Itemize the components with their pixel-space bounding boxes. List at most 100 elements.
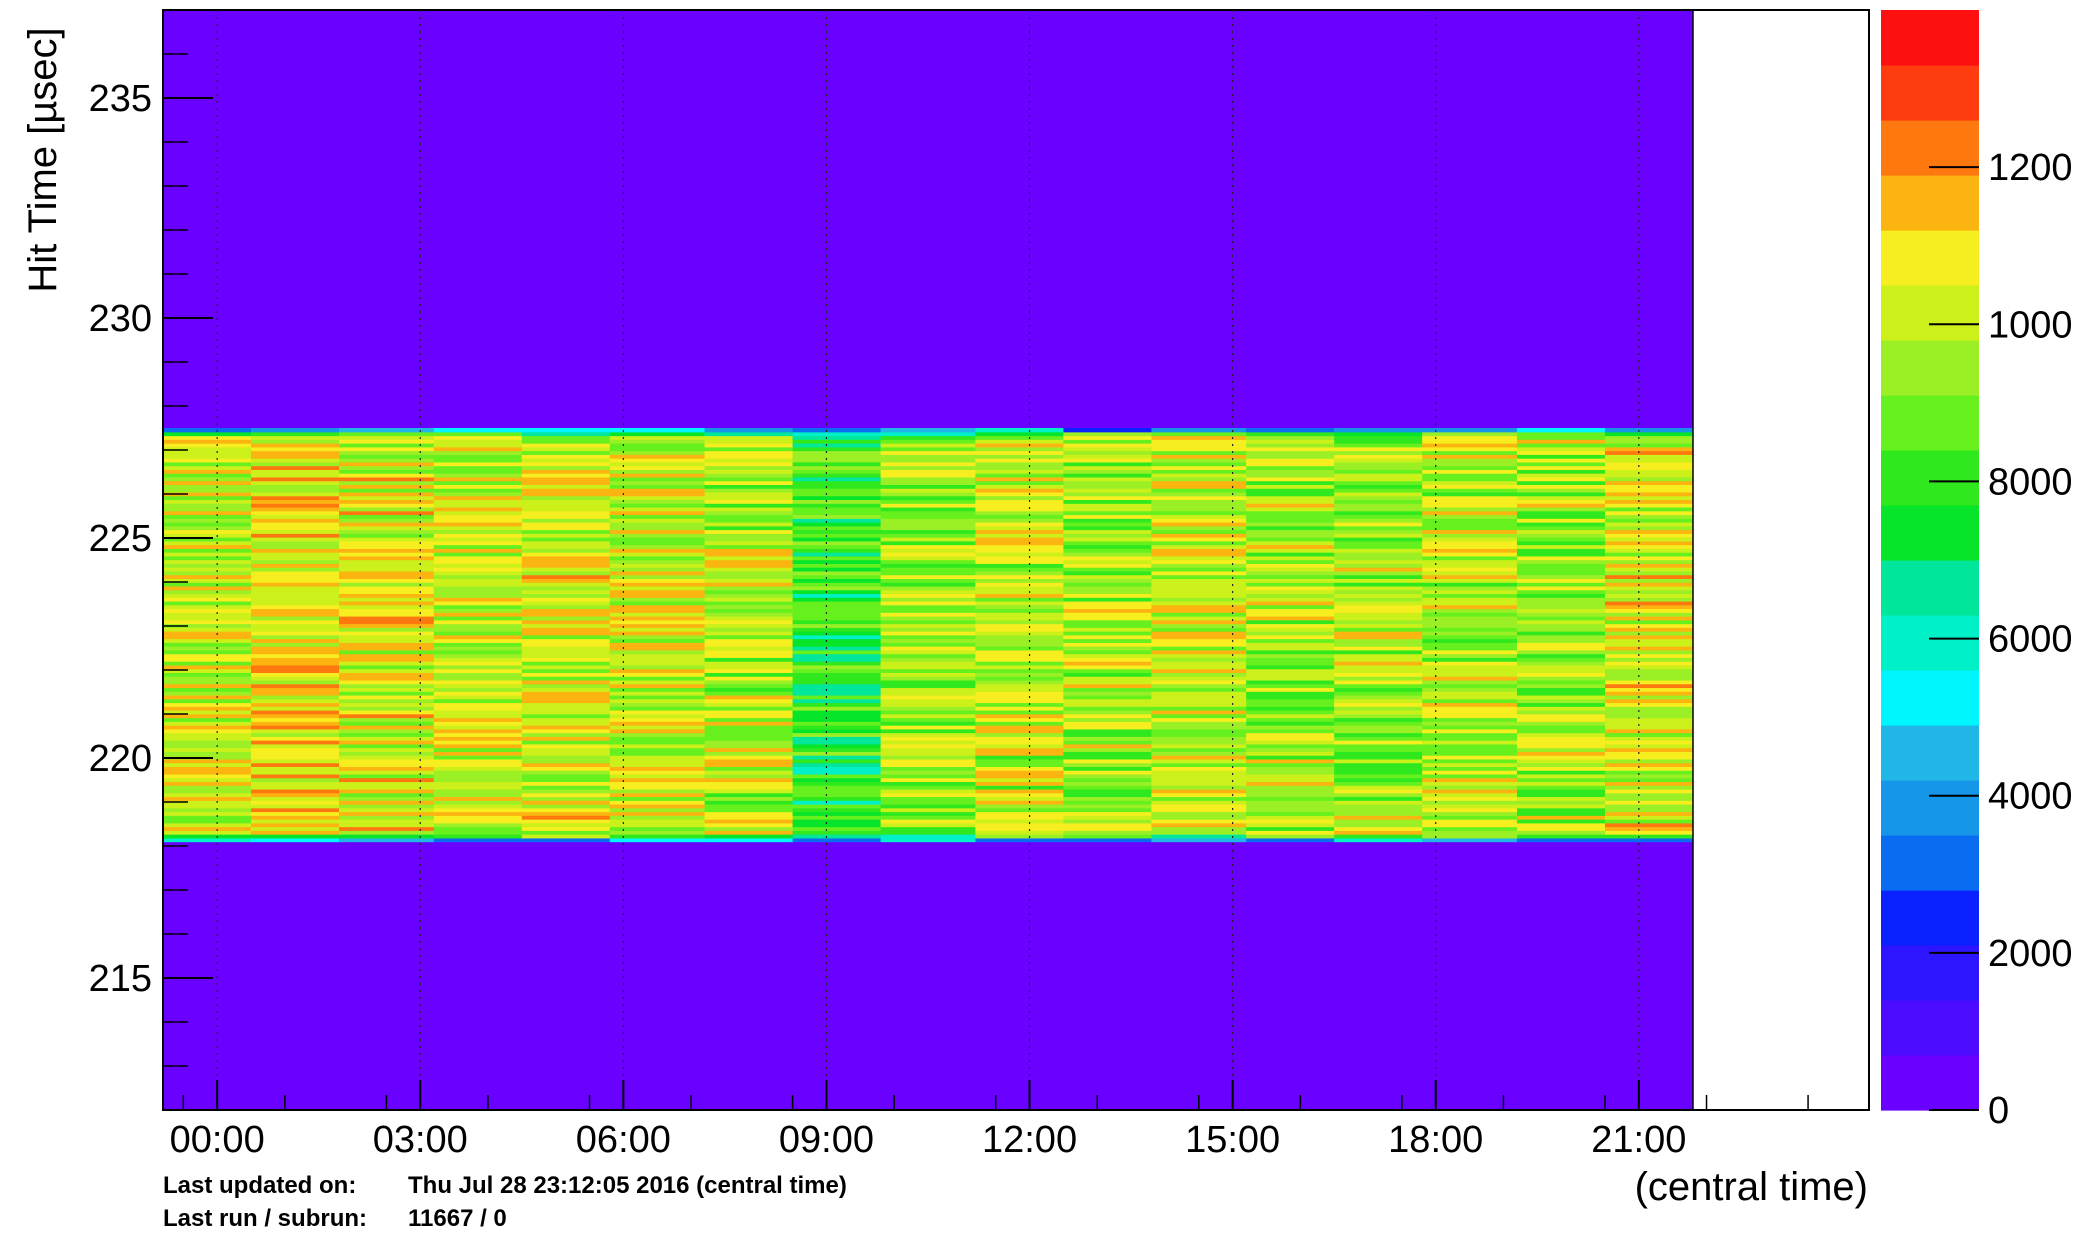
heatmap-cell (880, 616, 976, 621)
heatmap-cell (1422, 694, 1518, 700)
heatmap-cell (1516, 702, 1606, 707)
y-tick-label: 220 (89, 738, 152, 780)
heatmap-cell (521, 619, 611, 625)
heatmap-cell (880, 725, 976, 730)
heatmap-cell (251, 627, 340, 632)
heatmap-cell (880, 826, 976, 831)
heatmap-cell (433, 439, 523, 444)
heatmap-cell (251, 612, 340, 617)
heatmap-cell (975, 664, 1064, 670)
heatmap-cell (1604, 766, 1694, 771)
heatmap-cell (792, 600, 882, 606)
heatmap-cell (521, 694, 611, 700)
heatmap-cell (339, 585, 435, 591)
heatmap-cell (609, 732, 706, 737)
heatmap-cell (1516, 777, 1606, 783)
heatmap-cell (975, 725, 1064, 730)
heatmap-cell (1246, 540, 1335, 546)
heatmap-cell (880, 691, 976, 696)
heatmap-cell (1422, 597, 1518, 602)
heatmap-cell (880, 758, 976, 764)
heatmap-cell (975, 589, 1064, 595)
heatmap-cell (609, 616, 706, 621)
heatmap-cell (1063, 773, 1152, 779)
heatmap-cell (339, 431, 435, 437)
heatmap-cell (433, 506, 523, 512)
heatmap-cell (339, 627, 435, 632)
heatmap-cell (609, 785, 706, 790)
heatmap-cell (1334, 623, 1423, 628)
heatmap-cell (1604, 698, 1694, 704)
heatmap-cell (1334, 691, 1423, 696)
heatmap-cell (433, 770, 523, 775)
heatmap-cell (975, 476, 1064, 482)
heatmap-cell (1334, 510, 1423, 516)
heatmap-cell (880, 533, 976, 538)
color-scale-band (1881, 505, 1979, 561)
heatmap-cell (339, 664, 435, 670)
heatmap-cell (1422, 465, 1518, 470)
heatmap-cell (163, 514, 252, 519)
heatmap-cell (339, 694, 435, 700)
heatmap-cell (339, 710, 435, 715)
heatmap-cell (1604, 657, 1694, 662)
heatmap-cell (433, 529, 523, 534)
heatmap-cell (1422, 506, 1518, 512)
heatmap-cell (1334, 458, 1423, 463)
heatmap-cell (1151, 540, 1247, 546)
heatmap-cell (521, 725, 611, 730)
heatmap-cell (163, 461, 252, 467)
heatmap-cell (1334, 664, 1423, 670)
heatmap-cell (1334, 540, 1423, 546)
heatmap-cell (609, 834, 706, 839)
heatmap-cell (1063, 597, 1152, 602)
heatmap-cell (704, 815, 794, 820)
heatmap-cell (1246, 578, 1335, 583)
heatmap-cell (433, 664, 523, 670)
heatmap-cell (1422, 781, 1518, 786)
heatmap-cell (339, 800, 435, 805)
heatmap-cell (339, 649, 435, 655)
heatmap-cell (609, 773, 706, 779)
heatmap-cell (704, 691, 794, 696)
heatmap-cell (1063, 638, 1152, 643)
heatmap-cell (521, 593, 611, 598)
heatmap-cell (1151, 454, 1247, 459)
heatmap-cell (521, 657, 611, 662)
heatmap-cell (792, 747, 882, 752)
heatmap-cell (251, 807, 340, 813)
heatmap-cell (704, 758, 794, 764)
color-scale-label: 1200 (1988, 147, 2073, 189)
heatmap-cell (1604, 777, 1694, 783)
heatmap-cell (1604, 642, 1694, 647)
heatmap-cell (1422, 728, 1518, 734)
heatmap-cell (163, 826, 252, 831)
heatmap-cell (1246, 529, 1335, 534)
heatmap-cell (1604, 552, 1694, 557)
heatmap-cell (975, 653, 1064, 658)
heatmap-cell (251, 736, 340, 741)
heatmap-cell (521, 661, 611, 666)
heatmap-cell (251, 608, 340, 613)
heatmap-cell (1604, 706, 1694, 711)
heatmap-cell (1151, 747, 1247, 752)
heatmap-cell (880, 676, 976, 681)
heatmap-cell (251, 661, 340, 666)
heatmap-cell (792, 717, 882, 722)
heatmap-cell (433, 672, 523, 677)
heatmap-cell (521, 428, 611, 433)
heatmap-cell (1151, 815, 1247, 820)
heatmap-cell (609, 819, 706, 824)
heatmap-cell (521, 514, 611, 519)
heatmap-cell (1246, 683, 1335, 689)
heatmap-cell (975, 631, 1064, 636)
heatmap-cell (251, 792, 340, 798)
heatmap-cell (609, 454, 706, 459)
heatmap-cell (975, 732, 1064, 737)
heatmap-cell (521, 484, 611, 489)
heatmap-cell (1516, 634, 1606, 640)
heatmap-cell (1516, 758, 1606, 764)
heatmap-cell (1246, 668, 1335, 673)
heatmap-cell (975, 661, 1064, 666)
heatmap-cell (521, 589, 611, 595)
